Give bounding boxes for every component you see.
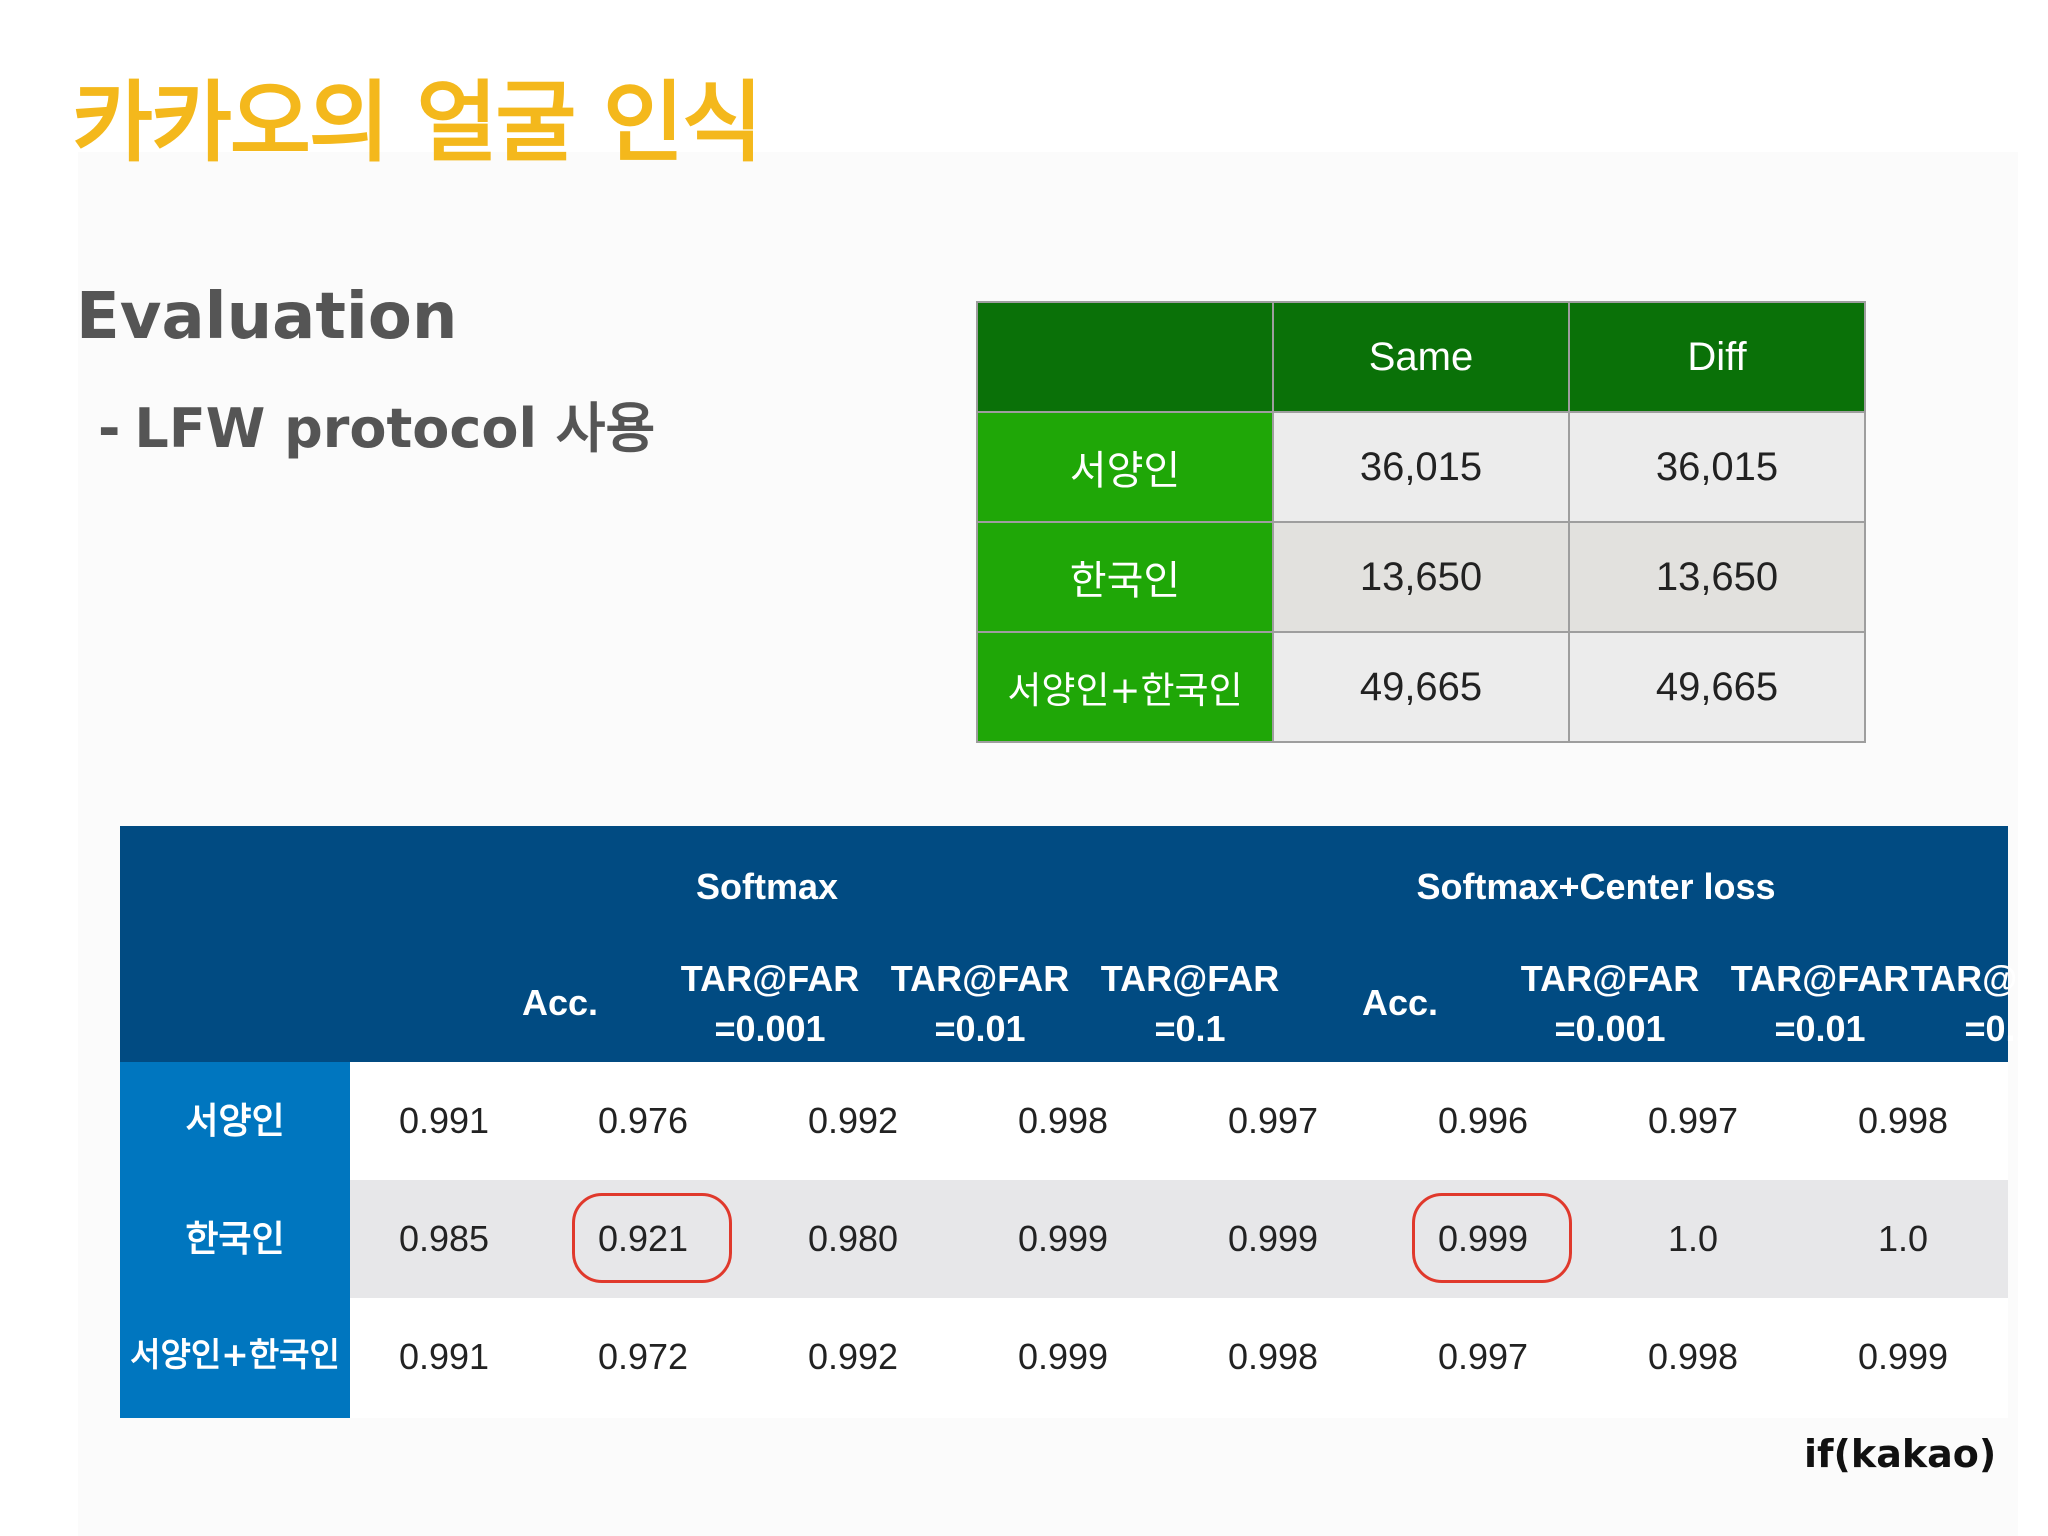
pair-count-table: Same Diff 서양인 36,015 36,015 한국인 13,650 1… [976, 301, 1866, 743]
results-cell: 0.980 [807, 1218, 899, 1259]
column-header: TAR@FAR =0.01 [1730, 958, 1910, 1049]
kakao-logo: if(kakao) [1804, 1432, 1997, 1476]
results-cell: 1.0 [1667, 1218, 1719, 1259]
evaluation-subtitle: - LFW protocol 사용 [98, 384, 655, 463]
results-cell: 0.992 [807, 1336, 899, 1377]
pair-row-label: 서양인+한국인 [976, 631, 1274, 743]
results-table: Softmax Softmax+Center loss Acc. TAR@FAR… [120, 826, 2048, 1418]
results-cell: 0.998 [1857, 1100, 1949, 1141]
pair-table-header-empty [976, 301, 1274, 413]
results-row: 0.991 0.972 0.992 0.999 0.998 0.997 0.99… [350, 1298, 2008, 1418]
pair-table-header-same: Same [1272, 301, 1570, 413]
column-header: Acc. [1361, 982, 1439, 1023]
column-header: TAR@FAR =0.01 [890, 958, 1070, 1049]
column-header: Acc. [521, 982, 599, 1023]
pair-same-value: 49,665 [1272, 631, 1570, 743]
pair-diff-value: 13,650 [1568, 521, 1866, 633]
slide-title: 카카오의 얼굴 인식 [72, 71, 763, 174]
pair-table-header-diff: Diff [1568, 301, 1866, 413]
highlight-ring-softmax [572, 1193, 732, 1283]
results-row-label: 서양인+한국인 [130, 1335, 340, 1374]
pair-diff-value: 36,015 [1568, 411, 1866, 523]
results-cell: 0.999 [1857, 1336, 1949, 1377]
column-header: TAR@FAR =0.1 [1910, 958, 2048, 1049]
evaluation-heading: Evaluation [76, 280, 458, 354]
results-cell: 0.997 [1227, 1100, 1319, 1141]
results-cell: 0.996 [1437, 1100, 1529, 1141]
pair-same-value: 36,015 [1272, 411, 1570, 523]
results-cell: 0.999 [1017, 1218, 1109, 1259]
results-cell: 0.998 [1227, 1336, 1319, 1377]
subtitle-dash: - [98, 397, 121, 460]
results-cell: 0.976 [597, 1100, 689, 1141]
highlight-ring-center-loss [1412, 1193, 1572, 1283]
results-cell: 0.998 [1017, 1100, 1109, 1141]
results-cell: 0.999 [1437, 1218, 1529, 1259]
results-cell: 0.991 [398, 1100, 490, 1141]
results-cell: 0.972 [597, 1336, 689, 1377]
results-cell: 0.921 [597, 1218, 689, 1259]
pair-row-label: 한국인 [976, 521, 1274, 633]
results-cell: 0.997 [1437, 1336, 1529, 1377]
results-row: 0.991 0.976 0.992 0.998 0.997 0.996 0.99… [350, 1062, 2008, 1180]
results-cell: 0.992 [807, 1100, 899, 1141]
results-header: Softmax Softmax+Center loss Acc. TAR@FAR… [120, 826, 2048, 1062]
results-cell: 0.998 [1647, 1336, 1739, 1377]
results-row-label: 서양인 [185, 1101, 285, 1142]
group-softmax: Softmax [695, 866, 839, 907]
results-cell: 0.985 [398, 1218, 490, 1259]
pair-table-row: 한국인 13,650 13,650 [976, 521, 1866, 633]
results-cell: 0.999 [1017, 1336, 1109, 1377]
group-softmax-center-loss: Softmax+Center loss [1416, 866, 1776, 907]
pair-row-label: 서양인 [976, 411, 1274, 523]
column-header: TAR@FAR =0.001 [680, 958, 860, 1049]
column-header: TAR@FAR =0.1 [1100, 958, 1280, 1049]
row-label-column: 서양인 한국인 서양인+한국인 [120, 1062, 350, 1418]
results-row: 0.985 0.921 0.980 0.999 0.999 0.999 1.0 … [350, 1180, 2008, 1298]
results-cell: 0.999 [1227, 1218, 1319, 1259]
pair-table-row: 서양인+한국인 49,665 49,665 [976, 631, 1866, 743]
subtitle-text: LFW protocol 사용 [134, 397, 656, 460]
pair-table-row: 서양인 36,015 36,015 [976, 411, 1866, 523]
pair-same-value: 13,650 [1272, 521, 1570, 633]
results-cell: 0.997 [1647, 1100, 1739, 1141]
results-cell: 0.991 [398, 1336, 490, 1377]
pair-diff-value: 49,665 [1568, 631, 1866, 743]
column-header: TAR@FAR =0.001 [1520, 958, 1700, 1049]
results-cell: 1.0 [1877, 1218, 1929, 1259]
results-row-label: 한국인 [185, 1219, 285, 1260]
